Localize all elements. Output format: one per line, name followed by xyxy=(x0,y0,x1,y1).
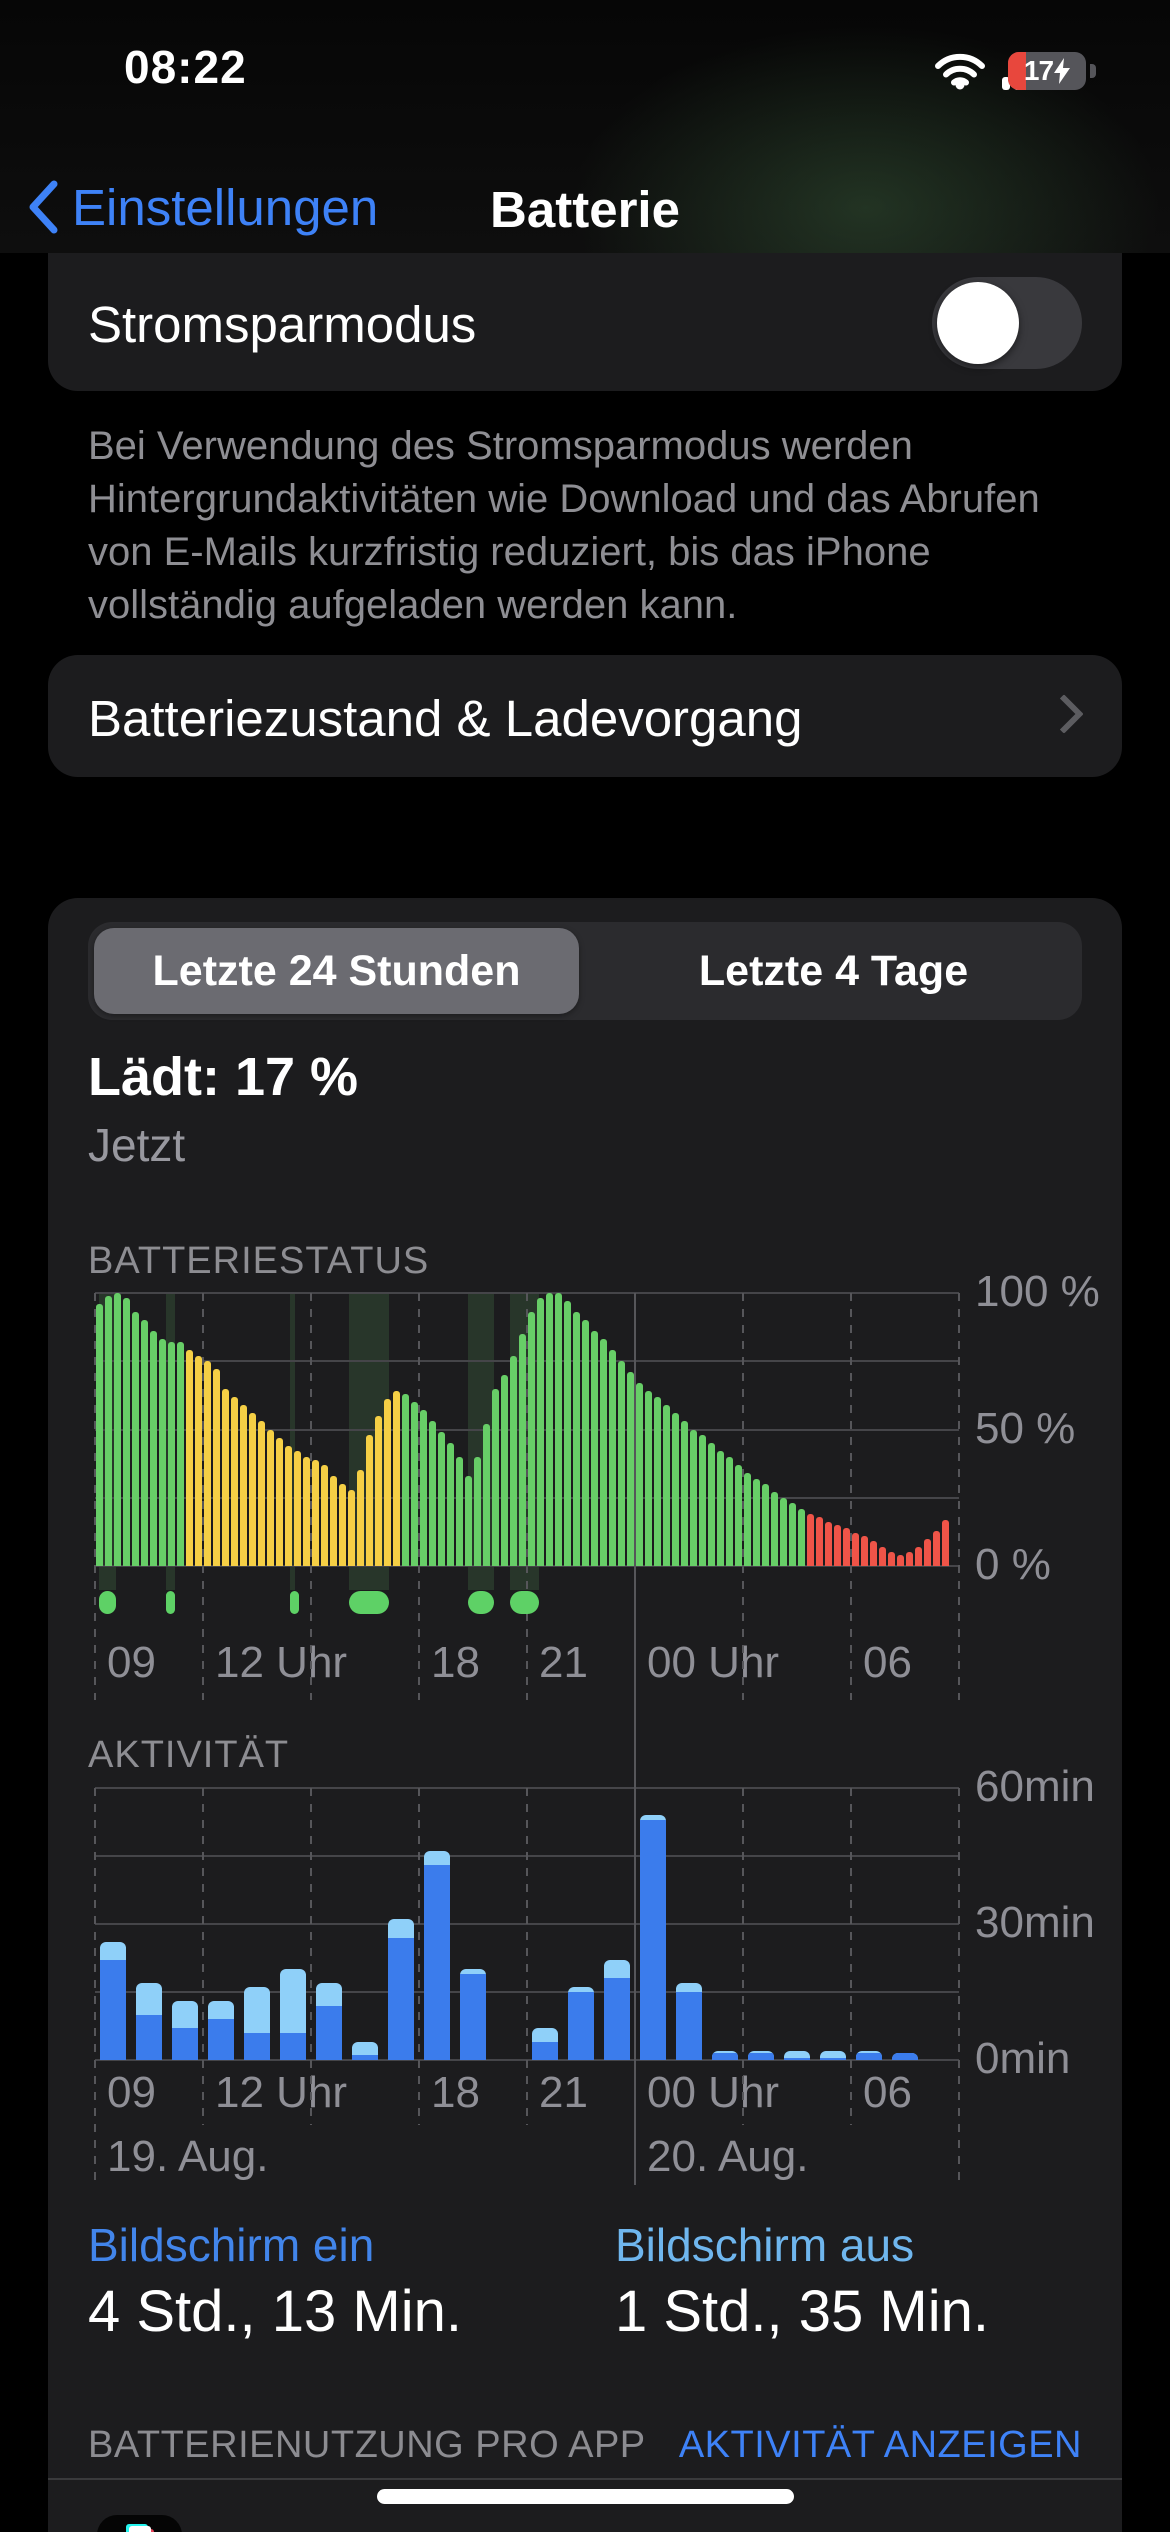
show-activity-button[interactable]: AKTIVITÄT ANZEIGEN xyxy=(678,2424,1082,2466)
toggle-knob xyxy=(937,282,1019,364)
charge-status-title: Lädt: 17 % xyxy=(88,1047,359,1107)
app-row-icon[interactable] xyxy=(97,2515,182,2532)
screen-on-value: 4 Std., 13 Min. xyxy=(88,2279,462,2344)
low-power-description: Bei Verwendung des Stromsparmodus werden… xyxy=(88,424,1040,627)
battery-health-row[interactable]: Batteriezustand & Ladevorgang xyxy=(48,655,1122,777)
back-label: Einstellungen xyxy=(72,178,379,236)
screen-off-value: 1 Std., 35 Min. xyxy=(615,2279,989,2344)
time-range-segmented-control: Letzte 24 Stunden Letzte 4 Tage xyxy=(88,922,1082,1020)
header: 08:22 17 xyxy=(0,0,1170,253)
low-power-label: Stromsparmodus xyxy=(88,296,477,353)
battery-level-chart-title: BATTERIESTATUS xyxy=(88,1240,430,1282)
battery-usage-card: Letzte 24 Stunden Letzte 4 Tage xyxy=(48,898,1122,2532)
page-title: Batterie xyxy=(490,181,680,238)
status-time: 08:22 xyxy=(124,41,247,93)
back-chevron-icon xyxy=(29,180,58,234)
back-button[interactable]: Einstellungen xyxy=(28,172,378,242)
divider xyxy=(48,2478,1122,2480)
charging-bolt-icon xyxy=(1054,58,1071,84)
low-power-mode-card: Stromsparmodus xyxy=(48,253,1122,391)
battery-usage-per-app-header: BATTERIENUTZUNG PRO APP xyxy=(88,2424,646,2466)
chevron-right-icon xyxy=(1044,694,1084,734)
segment-last-24-hours[interactable]: Letzte 24 Stunden xyxy=(94,928,579,1014)
charge-status-subtitle: Jetzt xyxy=(88,1119,186,1171)
screen-off-label: Bildschirm aus xyxy=(615,2219,915,2271)
battery-health-label: Batteriezustand & Ladevorgang xyxy=(88,690,803,747)
low-power-toggle[interactable] xyxy=(932,277,1082,369)
battery-percent-text: 17 xyxy=(1023,55,1054,86)
home-indicator[interactable] xyxy=(377,2489,794,2504)
segment-last-4-days[interactable]: Letzte 4 Tage xyxy=(698,946,969,995)
battery-fill-red xyxy=(1008,52,1026,90)
screen-on-label: Bildschirm ein xyxy=(88,2219,375,2271)
app-icon-glyph xyxy=(129,2526,151,2532)
activity-chart-title: AKTIVITÄT xyxy=(88,1734,290,1776)
wifi-icon xyxy=(935,53,985,90)
